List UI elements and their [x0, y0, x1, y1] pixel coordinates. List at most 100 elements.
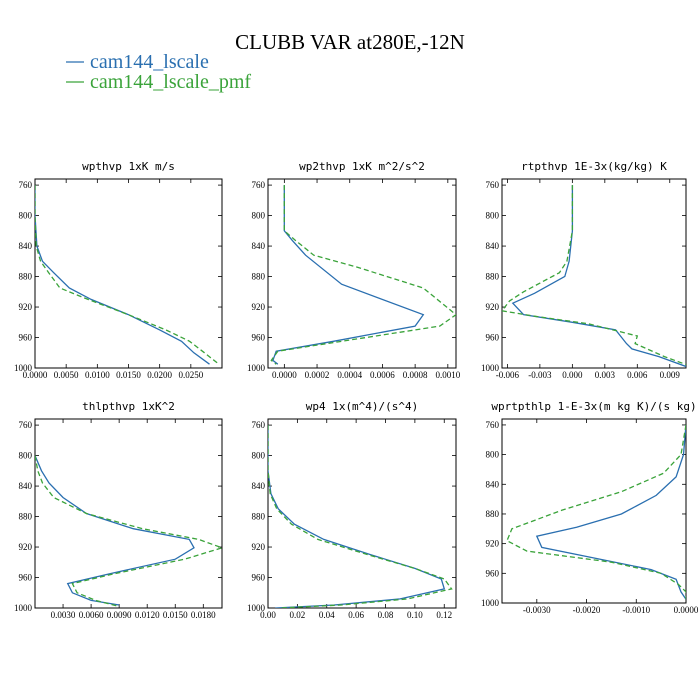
x-tick-label: 0.08 — [378, 610, 394, 620]
x-tick-label: 0.0150 — [116, 370, 141, 380]
panel-title: wp4 1x(m^4)/(s^4) — [306, 400, 419, 413]
y-tick-label: 840 — [486, 479, 500, 489]
plot-frame — [501, 178, 687, 369]
y-tick-label: 840 — [19, 481, 33, 491]
series-line-lscale-pmf — [268, 425, 453, 608]
plot-frame — [267, 178, 457, 369]
series-line-lscale — [35, 185, 210, 365]
x-tick-label: 0.12 — [436, 610, 452, 620]
y-tick-label: 920 — [486, 302, 500, 312]
panels: wpthvp 1xK m/s76080084088092096010000.00… — [14, 160, 699, 620]
x-tick-label: 0.10 — [407, 610, 423, 620]
x-tick-label: 0.003 — [595, 370, 616, 380]
y-tick-label: 1000 — [14, 603, 33, 613]
y-tick-label: 800 — [486, 211, 500, 221]
panel-title: wprtpthlp 1-E-3x(m kg K)/(s kg) — [491, 400, 696, 413]
x-tick-label: 0.000 — [562, 370, 583, 380]
x-tick-label: 0.0250 — [178, 370, 203, 380]
y-tick-label: 960 — [19, 573, 33, 583]
panel-4: thlpthvp 1xK^2 760 800 840 880 920 960 1000 0.00… — [14, 400, 223, 620]
y-tick-label: 800 — [486, 450, 500, 460]
x-tick-label: 0.0010 — [435, 370, 460, 380]
x-tick-label: 0.0000 — [23, 370, 48, 380]
plot-frame — [267, 418, 457, 609]
x-tick-label: 0.0100 — [85, 370, 110, 380]
x-tick-label: 0.04 — [319, 610, 335, 620]
y-tick-label: 920 — [252, 542, 266, 552]
y-tick-label: 1000 — [247, 603, 266, 613]
y-tick-label: 800 — [19, 451, 33, 461]
y-tick-label: 960 — [252, 333, 266, 343]
x-tick-label: 0.0000 — [674, 605, 699, 615]
y-tick-label: 760 — [19, 180, 33, 190]
y-tick-label: 880 — [19, 272, 33, 282]
y-tick-label: 800 — [252, 211, 266, 221]
x-tick-label: 0.0000 — [272, 370, 297, 380]
x-tick-label: 0.0120 — [135, 610, 160, 620]
series-line-lscale — [268, 425, 446, 608]
y-tick-label: 880 — [252, 512, 266, 522]
series-line-lscale-pmf — [35, 185, 220, 365]
series-line-lscale — [35, 455, 195, 606]
plot-frame — [34, 178, 223, 369]
y-tick-label: 760 — [252, 180, 266, 190]
y-tick-label: 1000 — [481, 363, 500, 373]
y-tick-label: 880 — [19, 512, 33, 522]
x-tick-label: 0.0008 — [403, 370, 428, 380]
plot-frame — [34, 418, 223, 609]
y-tick-label: 800 — [252, 451, 266, 461]
x-tick-label: -0.003 — [528, 370, 552, 380]
series-line-lscale-pmf — [35, 455, 222, 608]
panel-title: wp2thvp 1xK m^2/s^2 — [299, 160, 425, 173]
x-tick-label: 0.0200 — [147, 370, 172, 380]
y-tick-label: 760 — [252, 420, 266, 430]
y-tick-label: 880 — [252, 272, 266, 282]
series-line-lscale-pmf — [502, 185, 686, 366]
y-tick-label: 960 — [252, 573, 266, 583]
panel-6: wprtpthlp 1-E-3x(m kg K)/(s kg) 760 800 840… — [481, 400, 699, 615]
y-tick-label: 840 — [486, 241, 500, 251]
y-tick-label: 840 — [252, 241, 266, 251]
x-tick-label: 0.0002 — [305, 370, 330, 380]
x-tick-label: -0.0020 — [573, 605, 601, 615]
x-tick-label: -0.0010 — [622, 605, 650, 615]
x-tick-label: 0.009 — [660, 370, 681, 380]
panel-3: rtpthvp 1E-3x(kg/kg) K 760 800 840 880 920 960… — [481, 160, 687, 380]
y-tick-label: 960 — [486, 568, 500, 578]
y-tick-label: 1000 — [14, 363, 33, 373]
panel-2: wp2thvp 1xK m^2/s^2 760 800 840 880 920 960 100… — [247, 160, 461, 380]
legend: cam144_lscale cam144_lscale_pmf — [66, 51, 251, 93]
x-tick-label: 0.0030 — [51, 610, 76, 620]
y-tick-label: 960 — [19, 333, 33, 343]
legend-label-lscale: cam144_lscale — [90, 51, 209, 73]
y-tick-label: 760 — [19, 420, 33, 430]
x-tick-label: 0.006 — [627, 370, 648, 380]
y-tick-label: 840 — [252, 481, 266, 491]
x-tick-label: -0.006 — [496, 370, 520, 380]
x-tick-label: 0.06 — [348, 610, 364, 620]
y-tick-label: 840 — [19, 241, 33, 251]
y-tick-label: 920 — [486, 539, 500, 549]
legend-label-lscale-pmf: cam144_lscale_pmf — [90, 71, 251, 93]
y-tick-label: 760 — [486, 420, 500, 430]
x-tick-label: 0.0180 — [191, 610, 216, 620]
y-tick-label: 800 — [19, 211, 33, 221]
panel-1: wpthvp 1xK m/s76080084088092096010000.00… — [14, 160, 223, 380]
series-line-lscale — [511, 185, 686, 368]
x-tick-label: 0.0150 — [163, 610, 188, 620]
y-tick-label: 880 — [486, 509, 500, 519]
series-line-lscale — [272, 185, 425, 365]
series-line-lscale-pmf — [270, 185, 456, 365]
y-tick-label: 920 — [19, 302, 33, 312]
y-tick-label: 1000 — [481, 598, 500, 608]
series-line-lscale — [535, 424, 686, 600]
y-tick-label: 760 — [486, 180, 500, 190]
panel-title: wpthvp 1xK m/s — [82, 160, 175, 173]
x-tick-label: 0.0050 — [54, 370, 79, 380]
x-tick-label: 0.0004 — [337, 370, 362, 380]
x-tick-label: 0.0090 — [107, 610, 132, 620]
y-tick-label: 1000 — [247, 363, 266, 373]
x-tick-label: 0.0060 — [79, 610, 104, 620]
x-tick-label: 0.0006 — [370, 370, 395, 380]
